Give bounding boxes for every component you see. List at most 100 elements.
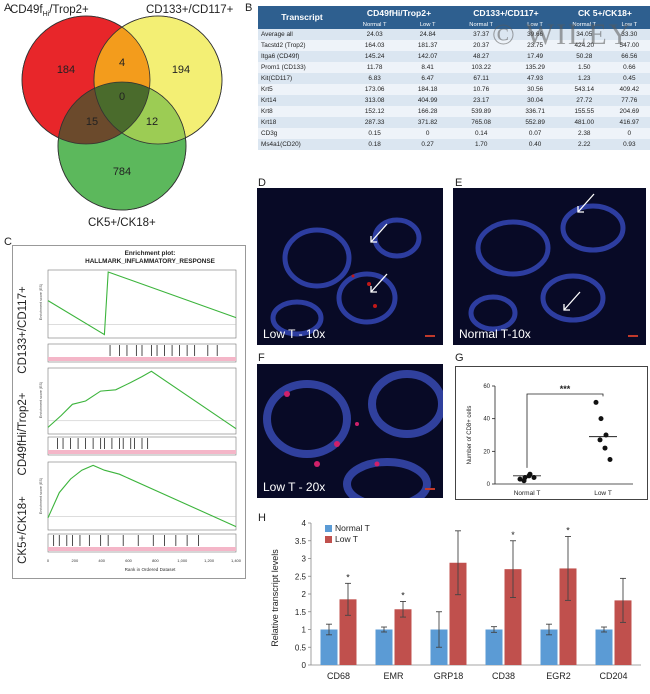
venn-count-ac: 15 — [86, 116, 98, 128]
table-subheader: Low T — [510, 20, 560, 29]
table-cell-value: 539.89 — [452, 106, 511, 117]
table-header-group-1: CD49fHi/Trop2+ — [346, 6, 452, 20]
g-data-point — [598, 416, 604, 422]
gsea-es-frame — [47, 269, 237, 339]
table-cell-value: 371.82 — [403, 117, 452, 128]
micrograph-d-image — [257, 188, 443, 345]
table-cell-value: 8.41 — [403, 62, 452, 73]
table-cell-value: 164.03 — [346, 40, 404, 51]
table-cell-value: 152.12 — [346, 106, 404, 117]
gsea-subtitle: HALLMARK_INFLAMMATORY_RESPONSE — [85, 258, 216, 265]
table-cell-value: 0.40 — [510, 139, 560, 150]
panel-label-e: E — [455, 177, 463, 189]
table-cell-transcript: Krt5 — [258, 84, 346, 95]
table-cell-value: 313.08 — [346, 95, 404, 106]
panel-label-a: A — [4, 2, 12, 14]
venn-label-set1: CD49fHi/Trop2+ — [10, 4, 89, 18]
micrograph-f-image — [257, 364, 443, 498]
table-subheader: Low T — [403, 20, 452, 29]
gsea-es-ylabel-3: Enrichment score (ES) — [39, 478, 43, 514]
venn-label-set2: CD133+/CD117+ — [146, 4, 234, 16]
gsea-ranked-bar — [48, 357, 236, 361]
cd8-scatter-chart: 0 20 40 60 Number of CD8+ cells Normal T Low T… — [467, 384, 633, 497]
micrograph-d: Low T - 10x — [257, 188, 443, 345]
table-cell-value: 2.22 — [559, 139, 609, 150]
table-row: Krt14 313.08 404.99 23.17 30.04 27.72 77.76 — [258, 95, 650, 106]
table-cell-value: 166.28 — [403, 106, 452, 117]
table-row: Kit(CD117) 6.83 6.47 67.11 47.93 1.23 0.45 — [258, 73, 650, 84]
micrograph-e-caption: Normal T-10x — [459, 327, 531, 341]
gsea-es-ylabel-1: Enrichment score (ES) — [39, 284, 43, 320]
table-cell-transcript: Ms4a1(CD20) — [258, 139, 346, 150]
table-cell-value: 155.55 — [559, 106, 609, 117]
gsea-row-label-3: CK5+/CK18+ — [17, 496, 29, 564]
h-category-label: EGR2 — [546, 671, 571, 681]
panel-label-b: B — [245, 2, 253, 14]
table-cell-transcript: Krt14 — [258, 95, 346, 106]
h-bar-low — [339, 599, 357, 665]
h-bar-low — [504, 569, 522, 665]
table-cell-value: 67.11 — [452, 73, 511, 84]
h-category-label: CD204 — [599, 671, 627, 681]
table-cell-value: 33.30 — [608, 29, 650, 40]
table-cell-value: 20.37 — [452, 40, 511, 51]
h-ytick-label: 2.5 — [295, 572, 307, 581]
table-cell-value: 409.42 — [608, 84, 650, 95]
scale-bar — [425, 488, 435, 490]
table-header-group-3: CK 5+/CK18+ — [559, 6, 650, 20]
table-row: Average all 24.03 24.84 37.37 39.66 34.05 33.3… — [258, 29, 650, 40]
table-cell-value: 47.93 — [510, 73, 560, 84]
h-bar-low — [394, 609, 412, 665]
table-cell-value: 2.38 — [559, 128, 609, 139]
h-category-label: CD38 — [492, 671, 515, 681]
table-cell-value: 0.45 — [608, 73, 650, 84]
micrograph-f: Low T - 20x — [257, 364, 443, 498]
table-subheader: Normal T — [346, 20, 404, 29]
gsea-row-label-1: CD133+/CD117+ — [17, 286, 29, 374]
table-cell-value: 543.14 — [559, 84, 609, 95]
gsea-xtick: 400 — [98, 558, 105, 563]
table-cell-value: 204.69 — [608, 106, 650, 117]
table-cell-value: 135.29 — [510, 62, 560, 73]
venn-count-bc: 12 — [146, 116, 158, 128]
gsea-xtick: 200 — [72, 558, 79, 563]
gsea-enrichment-curve — [47, 271, 237, 336]
table-row: Krt5 173.06 184.18 10.76 30.56 543.14 409.42 — [258, 84, 650, 95]
h-bar-low — [559, 568, 577, 665]
h-category-label: EMR — [384, 671, 405, 681]
table-cell-value: 547.00 — [608, 40, 650, 51]
gsea-row-label-2: CD49fHi/Trop2+ — [17, 392, 29, 475]
table-row: Krt8 152.12 166.28 539.89 336.71 155.55 204.69 — [258, 106, 650, 117]
h-significance-star: * — [511, 530, 515, 540]
table-cell-value: 765.08 — [452, 117, 511, 128]
venn-count-only2: 194 — [172, 64, 190, 76]
table-row: Tacstd2 (Trop2) 164.03 181.37 20.37 23.75 424… — [258, 40, 650, 51]
gsea-es-frame — [47, 367, 237, 435]
table-cell-value: 23.17 — [452, 95, 511, 106]
table-cell-value: 336.71 — [510, 106, 560, 117]
g-ylabel: Number of CD8+ cells — [467, 406, 473, 465]
gsea-xtick: 1,000 — [177, 558, 188, 563]
g-data-point — [531, 474, 537, 480]
table-cell-value: 30.04 — [510, 95, 560, 106]
table-cell-value: 481.00 — [559, 117, 609, 128]
table-cell-value: 48.27 — [452, 51, 511, 62]
table-subheader: Normal T — [559, 20, 609, 29]
wiley-watermark: © WILEY — [492, 18, 633, 51]
table-cell-transcript: Krt18 — [258, 117, 346, 128]
table-row: Itga6 (CD49f) 145.24 142.07 48.27 17.49 50.28… — [258, 51, 650, 62]
table-cell-value: 50.28 — [559, 51, 609, 62]
g-xtick-label: Normal T — [514, 490, 541, 497]
table-cell-value: 145.24 — [346, 51, 404, 62]
g-ytick-label: 20 — [483, 449, 490, 455]
scale-bar — [425, 335, 435, 337]
table-cell-value: 30.56 — [510, 84, 560, 95]
table-cell-transcript: Itga6 (CD49f) — [258, 51, 346, 62]
table-header-transcript: Transcript — [258, 6, 346, 29]
gsea-es-frame — [47, 461, 237, 531]
h-bar-normal — [595, 629, 613, 665]
table-cell-value: 424.20 — [559, 40, 609, 51]
table-cell-value: 37.37 — [452, 29, 511, 40]
table-cell-value: 0.14 — [452, 128, 511, 139]
table-row: Ms4a1(CD20) 0.18 0.27 1.70 0.40 2.22 0.93 — [258, 139, 650, 150]
